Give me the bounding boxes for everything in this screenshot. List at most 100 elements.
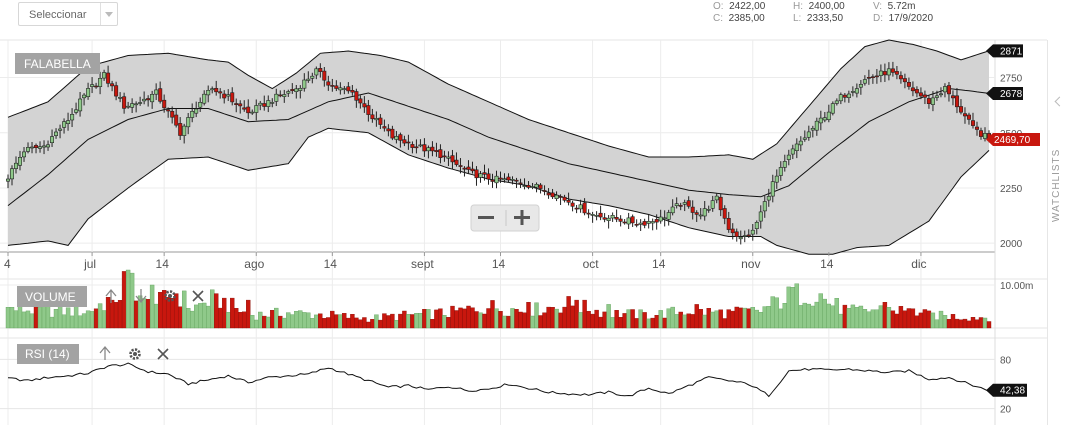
volume-bar <box>366 321 371 329</box>
candle-down <box>882 71 887 76</box>
volume-bar <box>77 315 83 329</box>
volume-bar <box>129 272 135 329</box>
candle-up <box>126 105 131 108</box>
candle-up <box>394 136 399 140</box>
candle-up <box>98 78 103 88</box>
candle-up <box>858 84 863 88</box>
candle-down <box>358 98 363 104</box>
volume-bar <box>25 310 31 329</box>
candle-up <box>554 194 559 199</box>
candle-down <box>230 92 235 103</box>
watchlists-tab[interactable]: WATCHLISTS <box>1047 40 1071 425</box>
volume-bar <box>754 309 759 329</box>
rsi-settings-gear-icon[interactable] <box>129 348 141 360</box>
candle-up <box>786 154 791 160</box>
volume-bar <box>674 314 679 329</box>
volume-bar <box>618 317 623 329</box>
volume-bar <box>854 307 860 329</box>
rsi-panel-label: RSI (14) <box>17 344 79 364</box>
date-value: 17/9/2020 <box>888 13 934 24</box>
volume-bar <box>722 318 727 329</box>
volume-bar <box>181 290 187 329</box>
x-axis-tick-label: ago <box>244 257 264 271</box>
candle-up <box>710 200 715 209</box>
volume-bar <box>189 310 195 329</box>
candle-up <box>286 91 291 94</box>
volume-bar <box>209 289 215 329</box>
volume-bar <box>882 302 888 329</box>
volume-bar <box>550 307 555 329</box>
candle-up <box>750 229 755 235</box>
volume-close-icon[interactable] <box>192 290 204 302</box>
volume-bar <box>514 309 519 329</box>
candle-down <box>974 126 979 130</box>
volume-bar <box>954 318 960 329</box>
candle-up <box>374 118 379 121</box>
volume-bar <box>430 319 435 329</box>
volume-bar <box>446 317 451 329</box>
rsi-move-up-icon[interactable] <box>99 345 111 360</box>
volume-bar <box>770 296 775 329</box>
candle-up <box>802 137 807 140</box>
volume-bar <box>974 319 980 329</box>
volume-settings-gear-icon[interactable] <box>164 290 176 302</box>
candle-up <box>86 88 91 98</box>
open-label: O: <box>713 1 724 12</box>
x-axis-tick-label: 4 <box>4 257 11 271</box>
candle-down <box>450 155 455 163</box>
volume-bar <box>922 309 928 329</box>
volume-bar <box>290 314 295 329</box>
volume-bar <box>45 305 51 329</box>
chevron-down-icon[interactable] <box>100 3 117 25</box>
candle-up <box>702 208 707 217</box>
rsi-last-value: 42,38 <box>1000 386 1025 397</box>
volume-move-down-icon[interactable] <box>135 289 147 304</box>
candle-down <box>970 120 975 126</box>
volume-bar <box>678 311 683 329</box>
candle-down <box>94 85 99 88</box>
volume-bar <box>662 317 667 329</box>
price-axis-tick-label: 2750 <box>1000 74 1023 85</box>
volume-bar <box>213 293 219 329</box>
candle-up <box>818 117 823 124</box>
volume-bar <box>386 315 391 329</box>
rsi-close-icon[interactable] <box>157 348 169 360</box>
volume-bar <box>690 314 695 329</box>
volume-bar <box>574 299 579 329</box>
volume-bar <box>774 297 779 329</box>
candle-up <box>49 136 54 144</box>
candle-up <box>830 103 835 114</box>
volume-bar <box>870 309 876 329</box>
candle-down <box>922 94 927 98</box>
zoom-out-button[interactable] <box>478 216 494 219</box>
volume-bar <box>538 315 543 329</box>
candle-up <box>846 93 851 99</box>
middle-band-callout: 2678 <box>986 86 1023 100</box>
volume-move-up-icon[interactable] <box>105 288 117 303</box>
candle-down <box>570 202 575 207</box>
candle-down <box>406 141 411 144</box>
volume-bar <box>510 308 515 329</box>
zoom-in-button[interactable] <box>514 210 530 225</box>
symbol-select[interactable]: Seleccionar <box>18 2 118 26</box>
x-axis-tick-label: jul <box>83 257 96 271</box>
candle-up <box>770 181 775 197</box>
volume-bar <box>738 307 743 329</box>
candle-down <box>378 117 383 125</box>
volume-bar <box>378 319 383 329</box>
volume-bar <box>338 314 343 329</box>
volume-bar <box>734 306 739 329</box>
candle-up <box>270 102 275 104</box>
candle-down <box>458 165 463 167</box>
candle-up <box>58 128 63 131</box>
rsi-line <box>7 362 990 398</box>
volume-bar <box>302 312 307 329</box>
volume-bar <box>157 292 163 329</box>
candle-up <box>102 72 107 79</box>
volume-bar <box>806 303 811 329</box>
candle-up <box>758 211 763 222</box>
candle-up <box>942 86 947 93</box>
x-axis-tick-label: 14 <box>492 257 506 271</box>
candle-up <box>742 235 747 237</box>
bollinger-bands <box>7 39 990 255</box>
